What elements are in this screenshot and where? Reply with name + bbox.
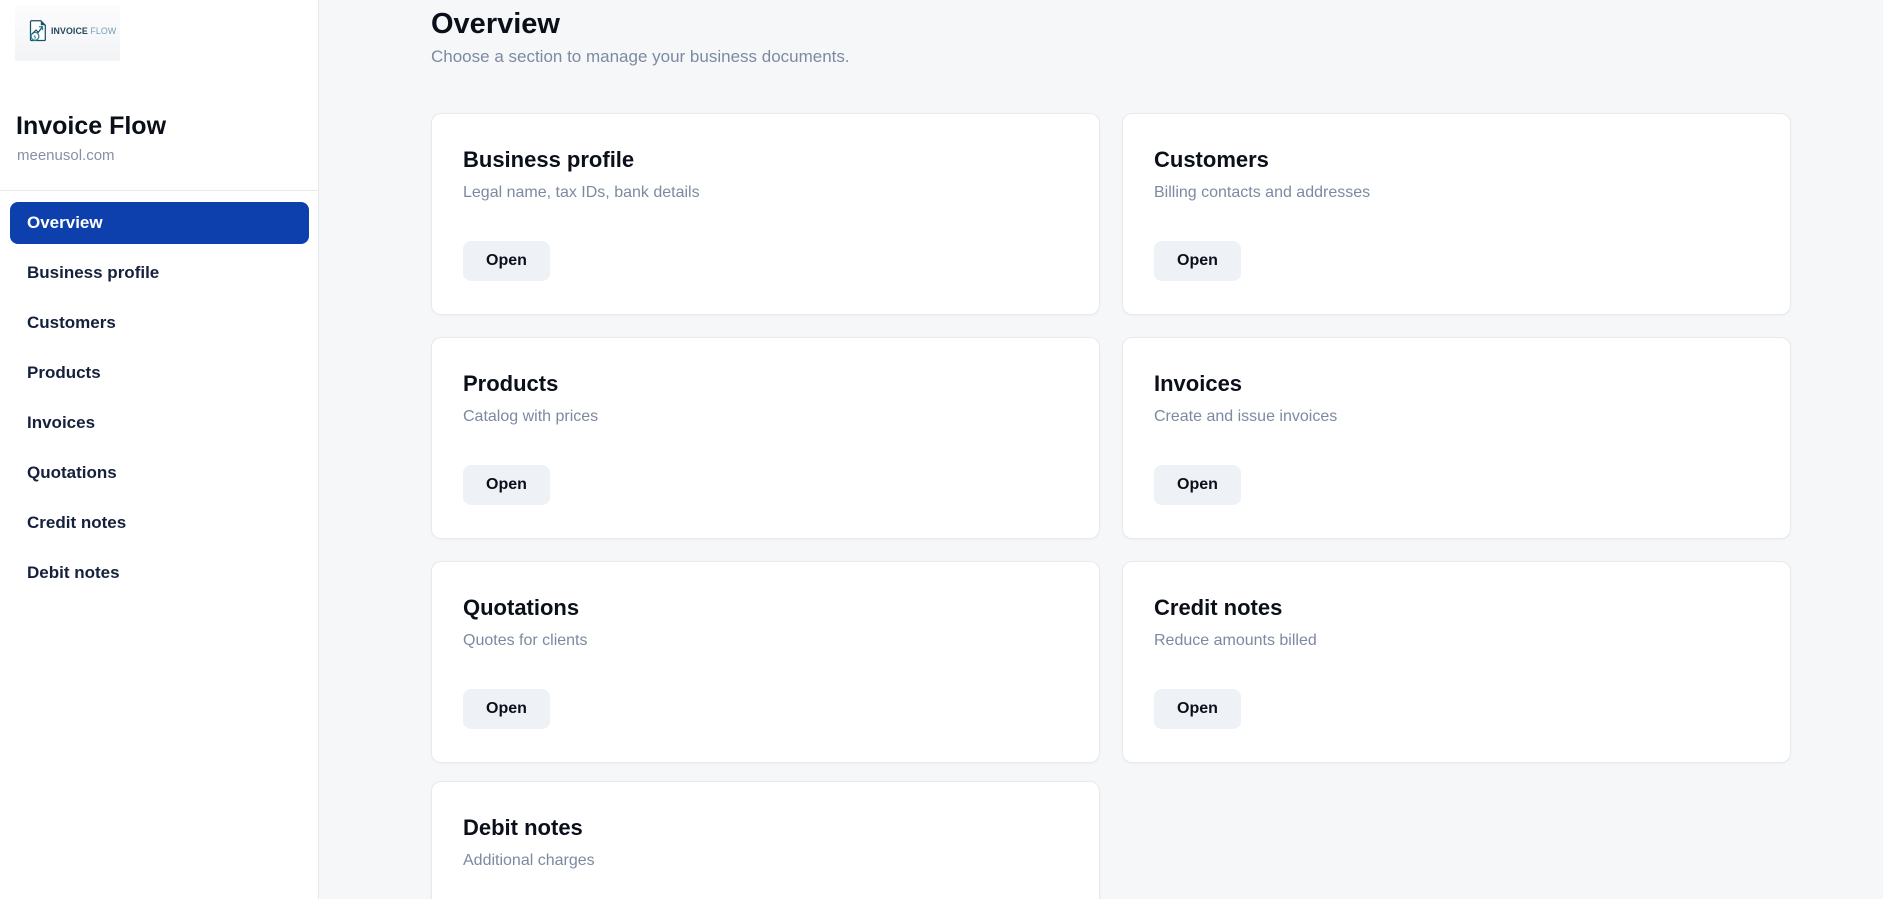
svg-text:INVOICE FLOW: INVOICE FLOW	[51, 26, 117, 36]
